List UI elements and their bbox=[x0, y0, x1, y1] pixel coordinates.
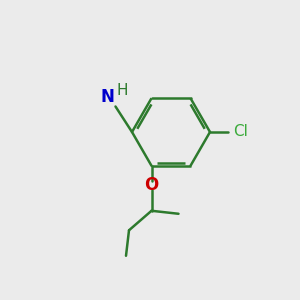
Text: H: H bbox=[116, 83, 128, 98]
Text: O: O bbox=[144, 176, 159, 194]
Text: Cl: Cl bbox=[233, 124, 248, 140]
Text: N: N bbox=[100, 88, 114, 106]
